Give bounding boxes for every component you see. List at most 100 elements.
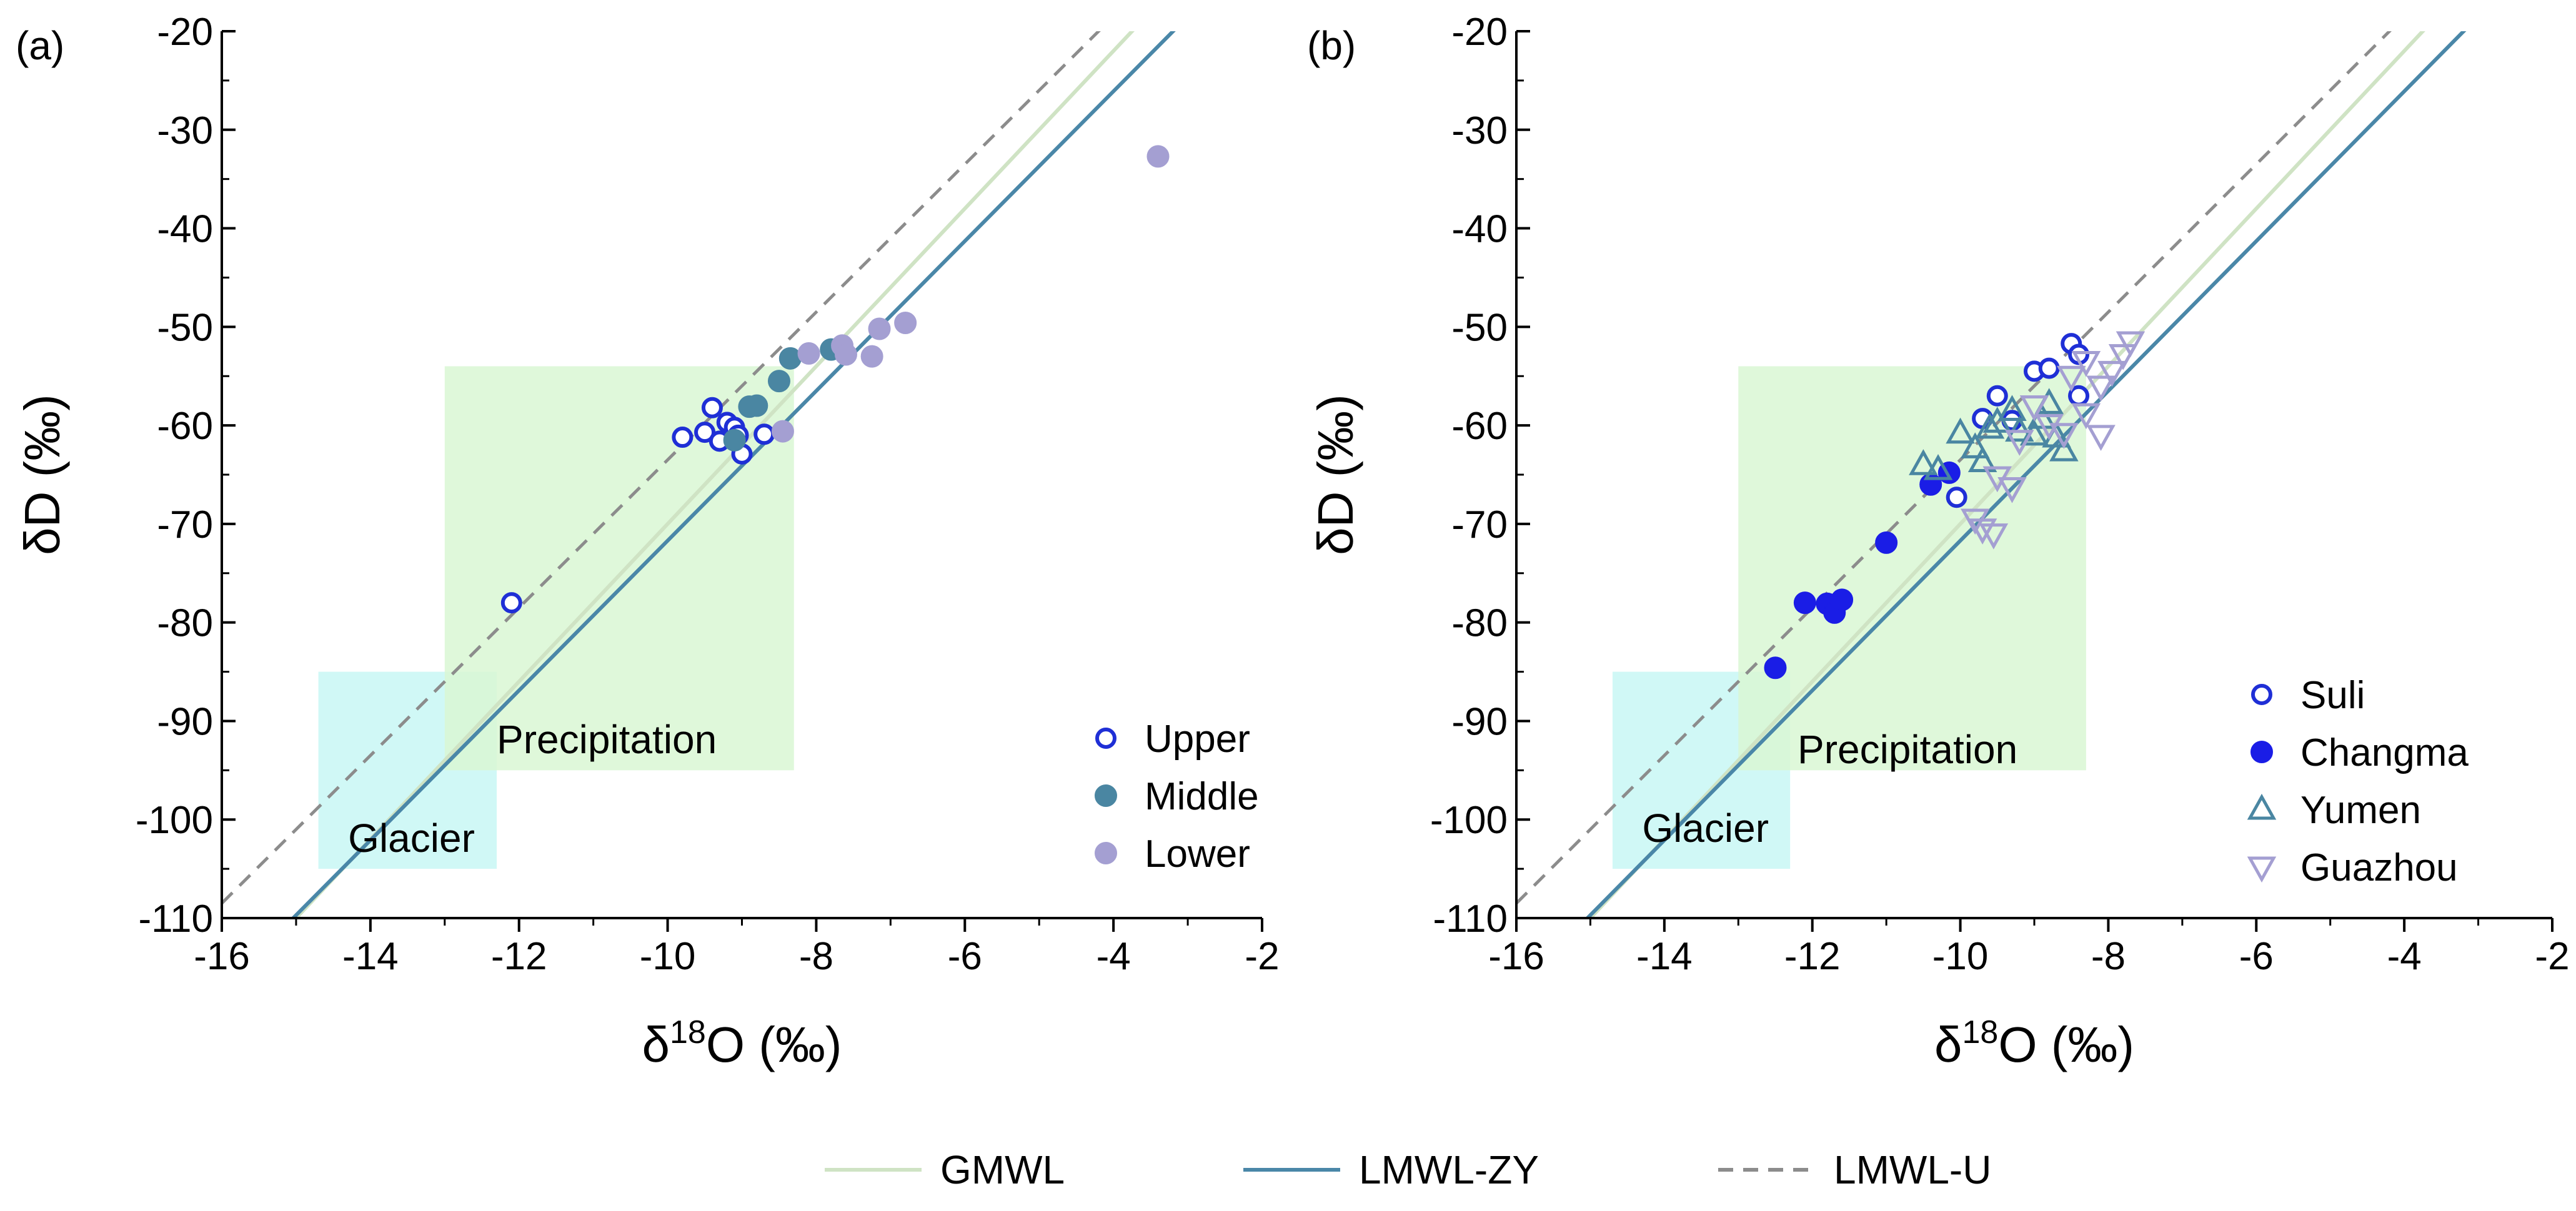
data-point	[2097, 360, 2127, 387]
data-point	[894, 312, 917, 335]
y-tick-label: -60	[157, 405, 213, 448]
panel-label: (b)	[1307, 23, 1356, 68]
legend-label: Middle	[1145, 775, 1259, 818]
region-label-glacier: Glacier	[1642, 806, 1769, 851]
legend-marker	[2251, 684, 2272, 705]
line-lmwl-u	[222, 31, 1101, 905]
data-point	[797, 342, 820, 365]
x-tick-label: -12	[491, 935, 547, 978]
data-point	[2071, 403, 2101, 430]
y-tick-label: -30	[1451, 109, 1508, 152]
data-point	[1146, 145, 1170, 168]
x-tick-label: -14	[1636, 935, 1693, 978]
y-tick-label: -70	[157, 503, 213, 546]
data-point	[1923, 453, 1953, 480]
data-point	[1909, 449, 1938, 475]
series-lower	[771, 145, 1170, 443]
line-lmwl-u	[1516, 31, 2392, 905]
y-tick-label: -110	[139, 897, 214, 941]
y-tick-label: -80	[1451, 602, 1508, 645]
data-point	[2038, 357, 2060, 379]
line-lmwl-zy	[1584, 31, 2467, 918]
legend-label: LMWL-U	[1834, 1147, 1991, 1192]
series-changma	[1764, 461, 1961, 680]
data-point	[1793, 591, 1816, 615]
series-legend: Suli Changma Yumen Guazhou	[2247, 674, 2469, 889]
y-tick-label: -50	[1451, 306, 1508, 349]
data-point	[2005, 430, 2034, 456]
series-legend: Upper Middle Lower	[1095, 718, 1259, 876]
series-middle	[723, 338, 843, 452]
series-yumen	[1909, 388, 2079, 480]
y-tick-label: -100	[1430, 799, 1508, 842]
series-guazhou	[1960, 331, 2146, 550]
legend-label: Lower	[1145, 833, 1250, 876]
legend-marker	[2247, 856, 2277, 883]
legend-marker	[1095, 842, 1117, 864]
x-tick-label: -10	[1932, 935, 1989, 978]
data-point	[835, 343, 857, 366]
region-label-precipitation: Precipitation	[1798, 727, 2017, 772]
data-point	[2005, 415, 2034, 442]
x-tick-label: -6	[2239, 935, 2274, 978]
data-point	[2108, 344, 2138, 370]
y-tick-label: -60	[1451, 405, 1508, 448]
data-point	[771, 420, 794, 443]
legend-label: Guazhou	[2300, 846, 2458, 889]
y-axis-title: δD (‰)	[14, 394, 70, 555]
x-tick-label: -4	[2387, 935, 2422, 978]
y-tick-label: -100	[136, 799, 213, 842]
x-tick-label: -12	[1784, 935, 1841, 978]
legend-label: Upper	[1145, 718, 1250, 761]
y-tick-label: -40	[1451, 208, 1508, 251]
data-point	[1960, 432, 1990, 458]
data-point	[2019, 419, 2049, 446]
x-axis-title: δ18O (‰)	[1934, 1014, 2134, 1072]
legend-marker	[2250, 741, 2273, 763]
data-point	[694, 422, 716, 443]
data-point	[1986, 385, 2008, 407]
data-point	[767, 370, 790, 393]
y-tick-label: -70	[1451, 503, 1508, 546]
region-label-glacier: Glacier	[348, 816, 475, 861]
legend-label: LMWL-ZY	[1359, 1147, 1539, 1192]
data-point	[1875, 531, 1898, 554]
figure-legend: GMWL LMWL-ZY LMWL-U	[825, 1147, 1991, 1192]
data-point	[1975, 412, 2005, 439]
data-point	[701, 397, 723, 418]
data-point	[2049, 423, 2079, 449]
data-point	[753, 423, 775, 445]
y-tick-label: -20	[157, 11, 213, 54]
data-point	[2068, 385, 2090, 407]
data-point	[1764, 656, 1787, 680]
data-point	[1967, 446, 1997, 472]
y-tick-label: -40	[157, 208, 213, 251]
panel-b: Glacier Precipitation -20 -30 -40 -50 -60 -70 -8…	[1307, 11, 2570, 1072]
legend-label: Yumen	[2300, 789, 2421, 832]
data-point	[500, 592, 522, 614]
legend-label: GMWL	[940, 1147, 1065, 1192]
legend-label: Changma	[2300, 731, 2469, 774]
data-point	[745, 394, 768, 417]
data-point	[2116, 331, 2146, 358]
data-point	[672, 427, 694, 448]
data-point	[1979, 523, 2009, 550]
legend-marker	[1095, 728, 1116, 749]
y-tick-label: -110	[1433, 897, 1508, 941]
data-point	[723, 428, 746, 452]
x-tick-label: -16	[1488, 935, 1544, 978]
data-point	[778, 347, 802, 370]
region-label-precipitation: Precipitation	[497, 717, 717, 762]
data-point	[860, 345, 883, 368]
x-axis-title: δ18O (‰)	[642, 1014, 842, 1072]
x-tick-label: -8	[799, 935, 833, 978]
data-point	[2034, 414, 2064, 440]
legend-marker	[2247, 793, 2277, 820]
data-point	[1997, 477, 2027, 503]
data-point	[1831, 588, 1854, 611]
data-point	[2019, 395, 2049, 422]
panel-label: (a)	[16, 23, 64, 68]
legend-marker	[1095, 784, 1117, 807]
data-point	[1967, 518, 1997, 545]
data-point	[1997, 395, 2027, 421]
